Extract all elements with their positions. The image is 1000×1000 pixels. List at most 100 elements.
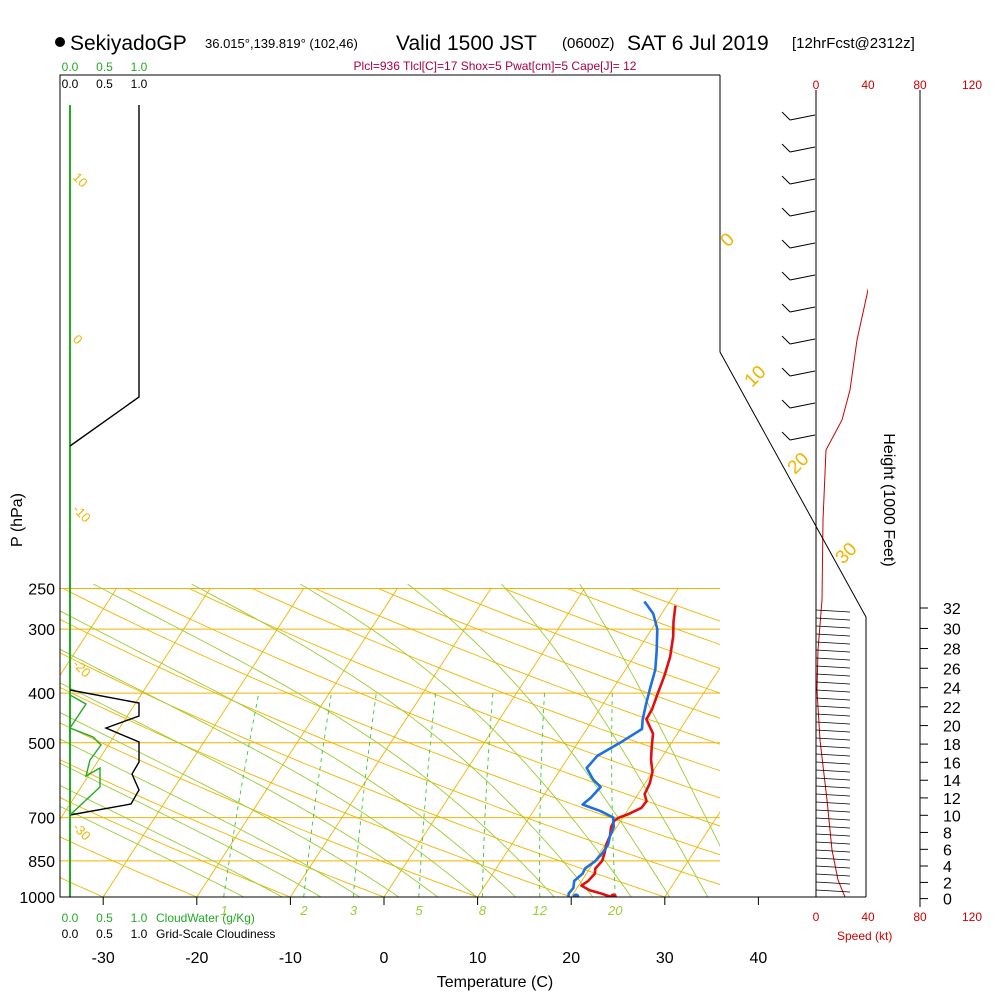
wind-barb-flag: [781, 303, 791, 313]
y-axis-title: P (hPa): [9, 493, 26, 547]
speed-tick-label-bottom: 120: [962, 910, 982, 924]
wind-barb: [815, 849, 851, 853]
wind-barb: [815, 657, 851, 661]
wind-barb: [815, 689, 851, 693]
wind-barb: [789, 274, 816, 281]
moist-adiabat: [60, 805, 245, 897]
cloudiness-title: Grid-Scale Cloudiness: [156, 927, 275, 941]
mixing-ratio-line: [303, 693, 332, 897]
wind-barb: [789, 338, 816, 345]
plot-frame: [59, 74, 921, 907]
wind-barb: [815, 865, 851, 869]
dry-adiabat: [60, 836, 198, 897]
cloudwater-title: CloudWater (g/Kg): [156, 911, 255, 925]
cloudiness-tick-top: 0.5: [96, 77, 113, 91]
dry-adiabat: [189, 588, 720, 799]
cloudiness-tick-bottom: 0.0: [62, 927, 79, 941]
height-tick-label: 30: [943, 621, 961, 638]
wind-barb-flag: [781, 431, 791, 441]
height-tick-label: 8: [943, 825, 952, 842]
speed-tick-label-top: 0: [813, 78, 820, 92]
height-tick-label: 32: [943, 601, 961, 618]
height-tick-label: 6: [943, 842, 952, 859]
mixing-ratio-line: [481, 693, 494, 897]
speed-tick-label-bottom: 40: [861, 910, 875, 924]
valid-zulu: (0600Z): [562, 35, 615, 52]
dry-adiabat: [60, 722, 479, 897]
stability-indices: Plcl=936 Tlcl[C]=17 Shox=5 Pwat[cm]=5 Ca…: [354, 59, 637, 73]
wind-barb: [815, 729, 851, 733]
wind-barb-flag: [781, 367, 791, 377]
temperature-axis: -30 -20 -10 0 10 20 30 40: [92, 897, 767, 967]
isotherm-label: 30: [832, 539, 862, 569]
moist-adiabat: [501, 583, 709, 897]
dry-adiabat: [63, 588, 720, 856]
valid-time: Valid 1500 JST: [396, 32, 537, 55]
wind-barb: [815, 825, 851, 829]
mixing-ratio-line: [352, 693, 377, 897]
moist-adiabat: [60, 738, 361, 897]
height-tick-label: 12: [943, 791, 961, 808]
cloudwater-tick-bottom: 1.0: [131, 911, 148, 925]
cloudwater-trace: [68, 694, 102, 816]
moist-adiabat: [300, 583, 632, 897]
wind-barb: [815, 777, 851, 781]
dry-adiabat: [60, 686, 573, 897]
dry-adiabat-label: -20: [70, 657, 94, 681]
isotherm-line: [290, 588, 492, 897]
mixing-ratio-label: 1: [221, 903, 228, 918]
wind-barb: [815, 833, 851, 837]
dry-adiabat: [60, 652, 667, 897]
cloudwater-tick-top: 0.0: [62, 60, 79, 74]
isotherm-line: [196, 588, 398, 897]
speed-tick-label-bottom: 80: [913, 910, 927, 924]
temperature-tick-label: -20: [185, 950, 208, 967]
dry-adiabat-label: -30: [70, 820, 94, 844]
wind-barb: [789, 146, 816, 153]
isotherm-line: [852, 589, 1000, 897]
temperature-tick-label: 20: [562, 950, 580, 967]
pressure-tick-label: 250: [28, 582, 55, 599]
height-tick-label: 16: [943, 755, 961, 772]
isotherm-line: [477, 588, 679, 897]
surface-dewpoint-dot: [572, 893, 580, 897]
mixing-ratio-line: [223, 693, 260, 897]
dewpoint-profile: [567, 600, 659, 897]
wind-barb: [815, 809, 851, 813]
wind-barb: [815, 745, 851, 749]
moist-adiabat: [60, 610, 517, 897]
wind-barb: [815, 697, 851, 701]
station-marker-icon: [55, 37, 65, 47]
wind-barb: [815, 753, 851, 757]
height-tick-label: 24: [943, 681, 961, 698]
wind-barb-flag: [781, 271, 791, 281]
wind-barb: [815, 889, 851, 893]
pressure-tick-label: 500: [28, 736, 55, 753]
wind-barb: [815, 673, 851, 677]
dry-adiabat: [126, 588, 720, 827]
mixing-ratio-line: [611, 693, 616, 897]
wind-barb: [815, 881, 851, 885]
plot-grid: [60, 583, 1000, 897]
wind-barb: [815, 801, 851, 805]
pressure-tick-label: 400: [28, 686, 55, 703]
wind-barb-flag: [781, 111, 791, 121]
wind-barb-flag: [781, 399, 791, 409]
wind-speed-profile: [816, 287, 868, 897]
wind-barb: [815, 633, 851, 637]
moist-adiabat: [60, 785, 284, 897]
isotherm-line: [664, 811, 720, 897]
wind-barb: [815, 625, 851, 629]
wind-barb: [815, 841, 851, 845]
cloudwater-tick-bottom: 0.0: [62, 911, 79, 925]
wind-barb: [789, 402, 816, 409]
speed-axis-title: Speed (kt): [837, 929, 892, 943]
wind-barb-flag: [781, 239, 791, 249]
wind-barb: [815, 641, 851, 645]
pressure-tick-label: 300: [28, 622, 55, 639]
height-tick-label: 18: [943, 737, 961, 754]
height-tick-label: 4: [943, 859, 952, 876]
